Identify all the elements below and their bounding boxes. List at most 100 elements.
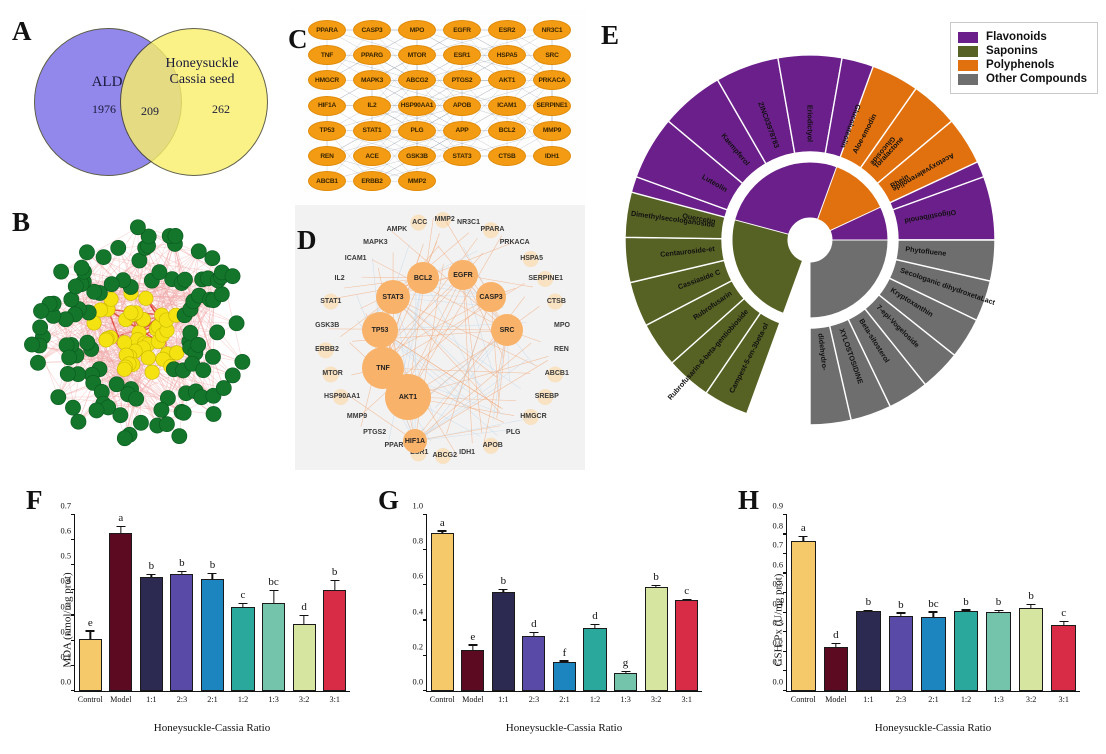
sunburst-segment-label[interactable]: Quercetin: [681, 211, 717, 226]
network-node-label[interactable]: SREBP: [534, 393, 559, 400]
bar[interactable]: [921, 617, 946, 691]
gene-node[interactable]: AKT1: [488, 70, 526, 91]
network-node-label[interactable]: STAT1: [320, 297, 342, 305]
network-hub-node[interactable]: EGFR: [448, 260, 478, 290]
sunburst-segment-label[interactable]: Beta-sitosterol: [857, 316, 892, 365]
network-node-label[interactable]: ABCG2: [432, 452, 458, 459]
gene-node[interactable]: NR3C1: [533, 20, 571, 40]
gene-node[interactable]: IL2: [353, 95, 391, 116]
gene-node[interactable]: PRKACA: [533, 70, 571, 91]
network-hub-node[interactable]: HIF1A: [403, 429, 427, 453]
gene-node[interactable]: MMP2: [398, 171, 436, 192]
network-node-label[interactable]: IDH1: [459, 449, 476, 457]
gene-node[interactable]: PLG: [398, 120, 436, 141]
bar[interactable]: [675, 600, 699, 691]
bar[interactable]: [323, 589, 347, 691]
sunburst-segment-label[interactable]: Rhein: [888, 171, 911, 191]
network-node-label[interactable]: AMPK: [386, 226, 408, 234]
gene-node[interactable]: CASP3: [353, 20, 391, 40]
gene-node[interactable]: REN: [308, 146, 346, 166]
network-node-label[interactable]: MMP2: [434, 216, 455, 223]
bar[interactable]: [491, 591, 515, 691]
network-node-label[interactable]: MMP9: [346, 412, 368, 420]
network-node-label[interactable]: PRKACA: [499, 238, 530, 246]
network-node-label[interactable]: HSP90AA1: [324, 393, 361, 400]
gene-node[interactable]: APOB: [443, 95, 481, 116]
gene-node[interactable]: TNF: [308, 45, 346, 66]
sunburst-segment-label[interactable]: Glucoside: [868, 134, 898, 168]
bar[interactable]: [262, 603, 286, 691]
sunburst-segment-label[interactable]: Kaempferol: [719, 131, 752, 168]
bar[interactable]: [522, 635, 546, 691]
network-node-label[interactable]: APOB: [482, 441, 503, 449]
sunburst-segment-label[interactable]: Rubrofusarin-6-beta-gentiobioside: [665, 307, 751, 402]
sunburst-segment-label[interactable]: Dimethylsecologanoside: [630, 208, 716, 230]
gene-node[interactable]: HSP90AA1: [398, 95, 436, 116]
gene-node[interactable]: ESR1: [443, 45, 481, 66]
gene-node[interactable]: ACE: [353, 146, 391, 166]
network-node-label[interactable]: NR3C1: [457, 218, 480, 226]
sunburst-segment-label[interactable]: Kryptoxanthin: [888, 285, 935, 319]
sunburst-segment-label[interactable]: Acetoxyvalerenolide: [890, 151, 956, 194]
gene-node[interactable]: MTOR: [398, 45, 436, 66]
gene-node[interactable]: HSPA5: [488, 45, 526, 66]
bar[interactable]: [583, 627, 607, 691]
sunburst-segment-label[interactable]: Centauroside-et: [659, 243, 716, 259]
gene-node[interactable]: PTGS2: [443, 70, 481, 91]
sunburst-segment-label[interactable]: ZINC03978783: [756, 100, 782, 150]
gene-node[interactable]: MAPK3: [353, 70, 391, 91]
sunburst-segment-label[interactable]: Glucoluteolin: [838, 103, 863, 150]
bar[interactable]: [614, 672, 638, 691]
bar[interactable]: [953, 611, 979, 691]
bar[interactable]: [461, 649, 485, 691]
bar[interactable]: [986, 612, 1011, 691]
gene-node[interactable]: ERBB2: [353, 171, 391, 192]
network-node-label[interactable]: CTSB: [546, 297, 566, 305]
gene-node[interactable]: SRC: [533, 45, 571, 66]
sunburst-segment-label[interactable]: Campest-5-en-3beta-ol: [727, 321, 771, 395]
bar[interactable]: [888, 615, 914, 691]
network-hub-node[interactable]: TP53: [362, 312, 398, 348]
sunburst-segment-label[interactable]: Oligostilbenoid: [903, 207, 957, 226]
network-node-label[interactable]: PPARG: [384, 441, 409, 449]
network-node-label[interactable]: ABCB1: [544, 370, 569, 378]
network-hub-node[interactable]: CASP3: [476, 282, 506, 312]
gene-node[interactable]: CTSB: [488, 146, 526, 166]
gene-node[interactable]: SERPINE1: [533, 95, 571, 116]
sunburst-segment-label[interactable]: Secologanic dihydroxetaLact: [899, 265, 997, 307]
gene-node[interactable]: STAT3: [443, 146, 481, 166]
bar[interactable]: [78, 639, 102, 691]
bar[interactable]: [823, 647, 849, 691]
network-node-label[interactable]: ACC: [412, 218, 428, 226]
network-node-label[interactable]: SERPINE1: [528, 275, 564, 282]
bar[interactable]: [170, 574, 194, 691]
gene-node[interactable]: ABCG2: [398, 70, 436, 91]
network-hub-node[interactable]: SRC: [491, 314, 523, 346]
network-node-label[interactable]: ICAM1: [344, 255, 367, 263]
network-node-label[interactable]: GSK3B: [315, 321, 340, 329]
bar[interactable]: [1018, 607, 1044, 691]
gene-node[interactable]: HMGCR: [308, 70, 346, 91]
gene-node[interactable]: EGFR: [443, 20, 481, 40]
gene-node[interactable]: HIF1A: [308, 95, 346, 116]
bar[interactable]: [644, 587, 668, 691]
bar[interactable]: [292, 623, 316, 691]
sunburst-segment-label[interactable]: Cassiaside C: [676, 267, 722, 292]
network-node-label[interactable]: MTOR: [322, 370, 343, 378]
sunburst-segment-label[interactable]: Rubrofusarin: [691, 288, 734, 322]
gene-node[interactable]: TP53: [308, 120, 346, 141]
network-hub-node[interactable]: AKT1: [385, 374, 431, 420]
bar[interactable]: [552, 662, 576, 691]
sunburst-segment-label[interactable]: Aloe-emodin: [850, 112, 879, 155]
sunburst-segment-label[interactable]: Luteolin: [700, 172, 730, 194]
bar[interactable]: [856, 611, 881, 691]
gene-node[interactable]: MMP9: [533, 120, 571, 141]
gene-node[interactable]: BCL2: [488, 120, 526, 141]
bar[interactable]: [1051, 625, 1076, 691]
gene-node[interactable]: PPARA: [308, 20, 346, 40]
bar[interactable]: [139, 576, 163, 691]
network-node-label[interactable]: HMGCR: [520, 412, 547, 420]
bar[interactable]: [200, 578, 224, 691]
sunburst-segment-label[interactable]: 7-epi-Vogeloside: [874, 302, 922, 350]
gene-node[interactable]: GSK3B: [398, 146, 436, 166]
